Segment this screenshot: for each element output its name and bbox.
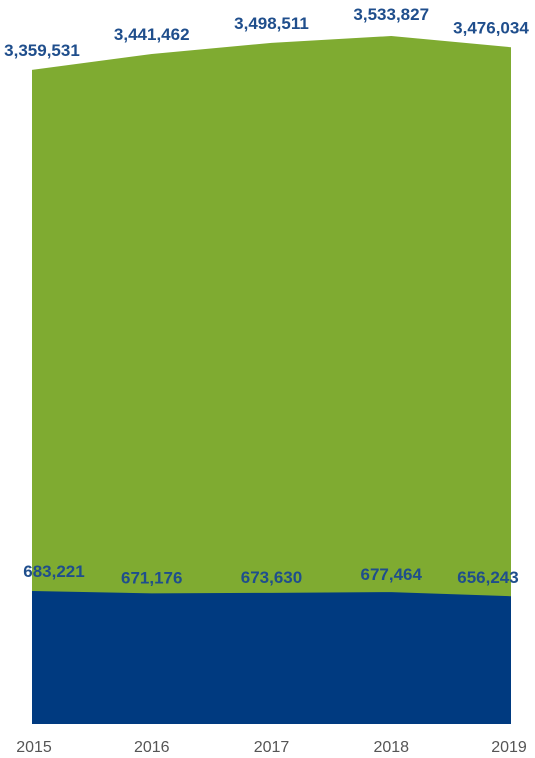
data-label-series-1-2018: 3,533,827 <box>353 5 429 24</box>
data-label-series-2-2018: 677,464 <box>361 565 423 584</box>
data-label-series-2-2015: 683,221 <box>23 562 84 581</box>
data-label-series-1-2019: 3,476,034 <box>453 18 529 37</box>
data-label-series-1-2017: 3,498,511 <box>234 14 309 33</box>
data-label-series-1-2015: 3,359,531 <box>4 41 80 60</box>
data-label-series-2-2016: 671,176 <box>121 568 182 587</box>
x-tick-label-2017: 2017 <box>254 739 290 756</box>
data-label-series-1-2016: 3,441,462 <box>114 25 190 44</box>
data-label-series-2-2017: 673,630 <box>241 568 302 587</box>
x-tick-label-2019: 2019 <box>491 739 527 756</box>
area-series-2 <box>32 590 511 724</box>
x-tick-label-2015: 2015 <box>16 739 52 756</box>
data-label-series-2-2019: 656,243 <box>457 568 518 587</box>
x-tick-label-2016: 2016 <box>134 739 170 756</box>
x-tick-label-2018: 2018 <box>373 739 409 756</box>
area-series-1 <box>32 36 511 724</box>
